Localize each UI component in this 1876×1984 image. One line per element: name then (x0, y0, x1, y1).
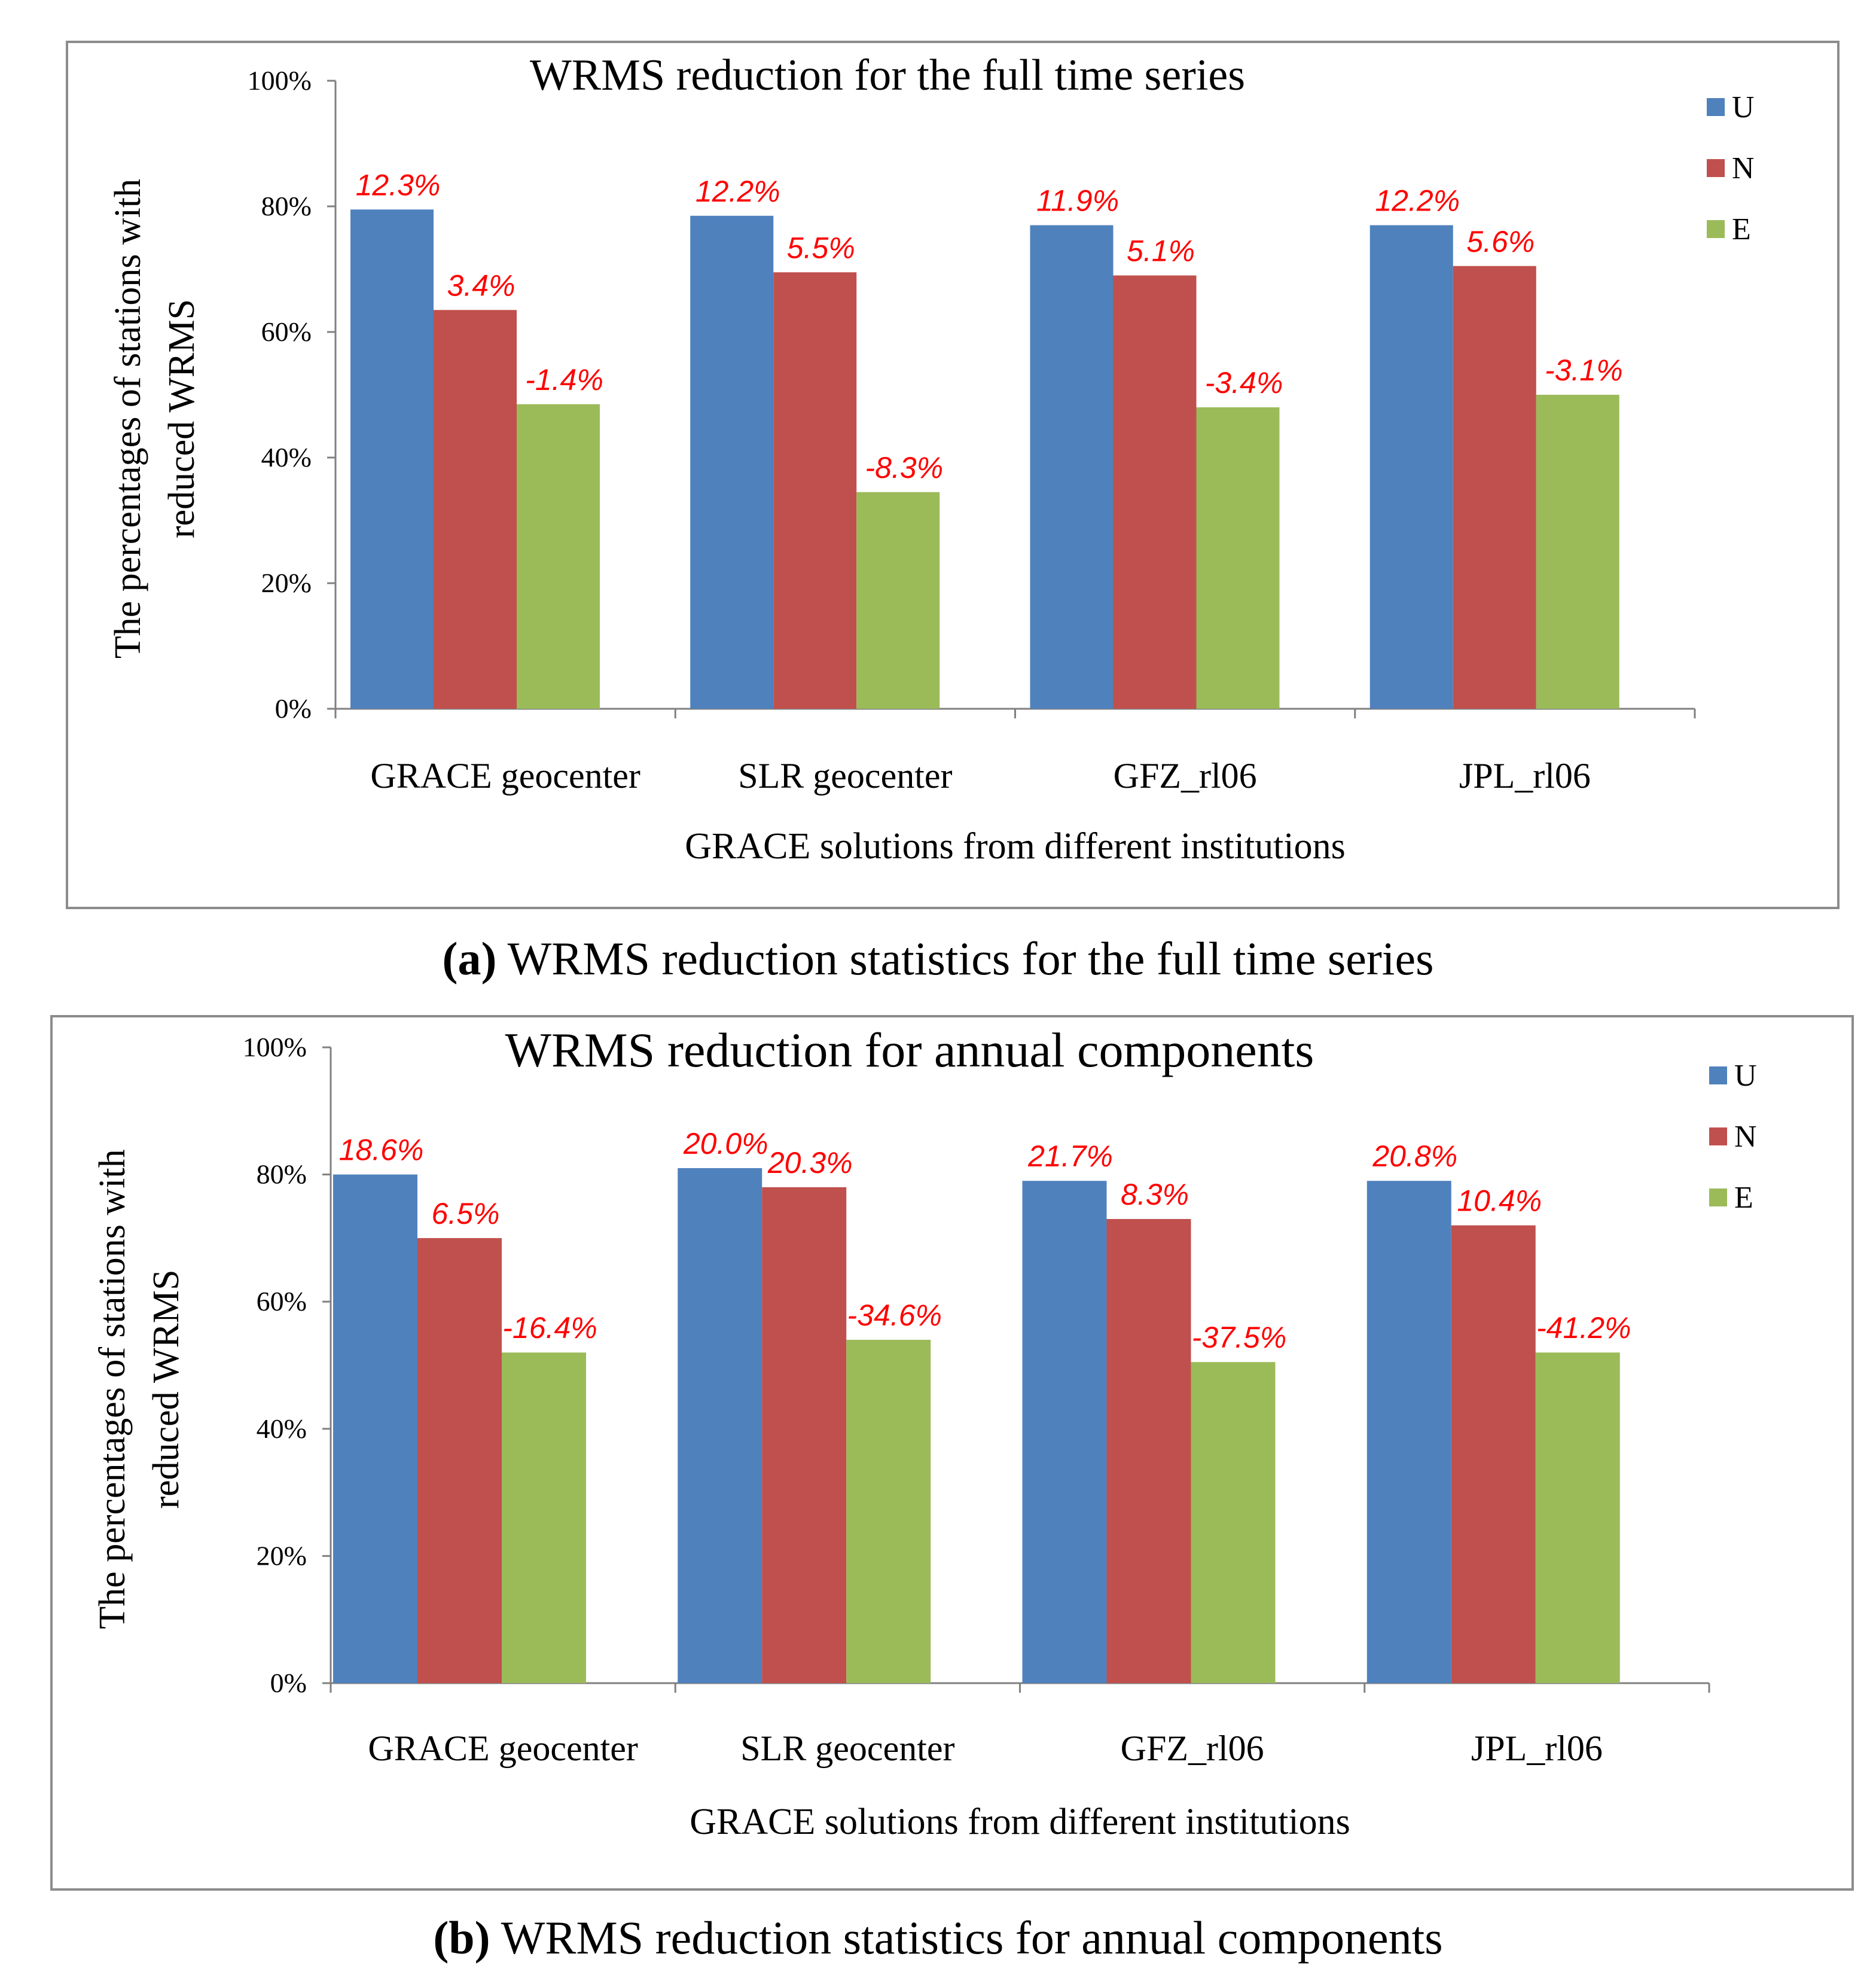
bar-e (1535, 1352, 1620, 1683)
bar-n (1451, 1225, 1536, 1683)
chart-title: WRMS reduction for annual components (505, 1023, 1314, 1077)
data-label: 5.6% (1466, 225, 1535, 258)
x-tick-label: GRACE geocenter (368, 1729, 638, 1768)
bar-n (417, 1238, 502, 1683)
x-tick-label: GFZ_rl06 (1121, 1729, 1264, 1768)
bar-n (1106, 1219, 1191, 1683)
y-tick-label: 40% (257, 1413, 307, 1444)
data-label: 8.3% (1121, 1178, 1189, 1211)
bar-u (690, 215, 774, 709)
bar-e (846, 1339, 931, 1683)
legend-swatch-n (1709, 1127, 1727, 1145)
data-label: -34.6% (847, 1299, 942, 1332)
y-axis-label: reduced WRMS (161, 299, 202, 538)
y-tick-label: 0% (270, 1668, 307, 1698)
legend-label-e: E (1732, 212, 1751, 246)
data-label: 12.3% (356, 168, 441, 202)
data-label: -16.4% (502, 1311, 597, 1345)
bar-e (517, 404, 600, 709)
legend-label-n: N (1734, 1120, 1757, 1154)
data-label: -8.3% (865, 451, 943, 484)
caption-a: (a) WRMS reduction statistics for the fu… (0, 932, 1876, 986)
x-tick-label: JPL_rl06 (1459, 756, 1591, 796)
bar-u (350, 209, 434, 709)
y-tick-label: 60% (261, 316, 312, 347)
legend-swatch-n (1707, 159, 1725, 177)
caption-a-text: WRMS reduction statistics for the full t… (496, 932, 1434, 985)
bar-u (333, 1174, 417, 1683)
data-label: -3.1% (1545, 353, 1623, 387)
chart-title: WRMS reduction for the full time series (530, 51, 1245, 100)
y-tick-label: 80% (257, 1159, 307, 1190)
bar-u (1030, 225, 1114, 709)
data-label: 12.2% (1375, 184, 1460, 218)
data-label: 20.8% (1372, 1139, 1457, 1173)
chart-panel-a: WRMS reduction for the full time series 0… (66, 41, 1840, 909)
bar-u (1369, 225, 1453, 709)
y-tick-label: 60% (257, 1286, 307, 1316)
data-label: 10.4% (1457, 1184, 1542, 1218)
legend-swatch-e (1709, 1188, 1727, 1206)
x-tick-label: SLR geocenter (740, 1729, 954, 1768)
x-tick-label: JPL_rl06 (1471, 1729, 1603, 1768)
bar-n (1453, 266, 1536, 709)
y-tick-label: 100% (248, 65, 312, 96)
bar-e (1191, 1362, 1276, 1683)
data-label: -1.4% (525, 363, 603, 397)
y-axis-label: reduced WRMS (146, 1269, 187, 1508)
data-label: -41.2% (1536, 1311, 1631, 1345)
data-label: 5.5% (787, 231, 855, 264)
bar-n (1113, 275, 1197, 709)
y-tick-label: 20% (257, 1540, 307, 1571)
legend-label-u: U (1734, 1059, 1757, 1093)
data-label: 21.7% (1027, 1139, 1113, 1173)
bar-n (773, 272, 857, 709)
chart-a: WRMS reduction for the full time series 0… (108, 51, 1755, 867)
data-label: 20.0% (683, 1127, 768, 1160)
y-tick-label: 80% (261, 191, 312, 221)
legend-label-u: U (1732, 90, 1755, 124)
data-label: 12.2% (696, 175, 780, 208)
chart-panel-b: WRMS reduction for annual components 0% 20… (50, 1015, 1854, 1891)
chart-b: WRMS reduction for annual components 0% 20… (92, 1023, 1757, 1842)
bar-u (678, 1168, 762, 1683)
x-tick-label: GRACE geocenter (370, 756, 640, 796)
caption-b: (b) WRMS reduction statistics for annual… (0, 1911, 1876, 1965)
bar-e (1536, 395, 1619, 709)
y-axis-label: The percentages of stations with (92, 1149, 133, 1629)
bar-e (1196, 407, 1280, 709)
x-axis-label: GRACE solutions from different instituti… (685, 826, 1346, 867)
legend-label-n: N (1732, 151, 1755, 185)
caption-b-text: WRMS reduction statistics for annual com… (490, 1912, 1443, 1964)
legend-swatch-e (1707, 220, 1725, 238)
x-tick-label: GFZ_rl06 (1114, 756, 1257, 796)
bar-u (1022, 1181, 1107, 1683)
bar-n (434, 310, 517, 709)
y-axis-label: The percentages of stations with (108, 179, 148, 659)
legend-swatch-u (1707, 98, 1725, 116)
caption-a-tag: (a) (442, 932, 497, 985)
y-tick-label: 20% (261, 568, 312, 598)
legend-swatch-u (1709, 1066, 1727, 1084)
data-label: 20.3% (767, 1146, 853, 1180)
data-label: -37.5% (1192, 1321, 1286, 1354)
data-label: 5.1% (1127, 234, 1195, 268)
bar-e (502, 1352, 586, 1683)
data-label: 3.4% (447, 269, 515, 302)
x-axis-label: GRACE solutions from different instituti… (690, 1802, 1350, 1842)
data-label: 11.9% (1036, 184, 1119, 218)
y-tick-label: 100% (243, 1032, 307, 1062)
data-label: -3.4% (1205, 366, 1283, 400)
x-tick-label: SLR geocenter (738, 756, 952, 796)
data-label: 18.6% (339, 1133, 424, 1167)
legend-label-e: E (1734, 1181, 1753, 1215)
data-label: 6.5% (432, 1197, 500, 1230)
caption-b-tag: (b) (433, 1912, 490, 1964)
bar-n (762, 1187, 847, 1683)
y-tick-label: 40% (261, 442, 312, 473)
bar-e (856, 492, 940, 709)
y-tick-label: 0% (275, 693, 312, 724)
bar-u (1366, 1181, 1451, 1683)
